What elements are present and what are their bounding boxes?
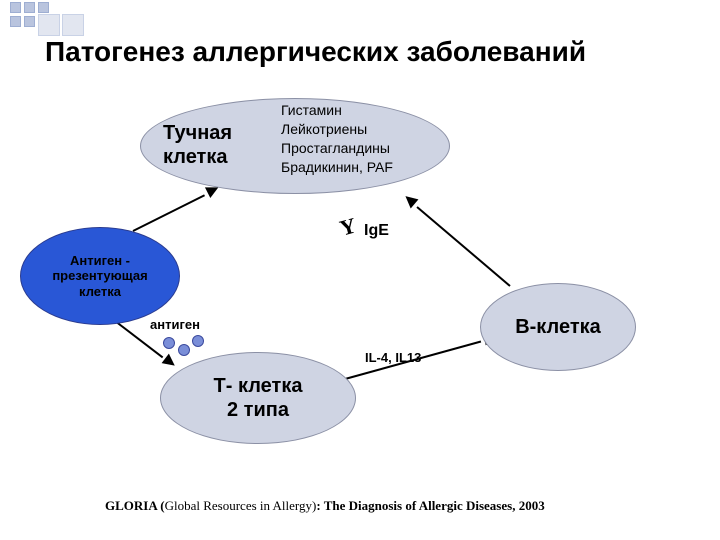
mediator-line: Простагландины	[281, 139, 393, 158]
node-apc: Антиген - презентующая клетка	[20, 227, 180, 325]
decor-sq	[38, 14, 60, 36]
decor-sq	[38, 2, 49, 13]
citation-bold-2: : The Diagnosis of Allergic Diseases, 20…	[316, 498, 544, 513]
ige-symbol: Y	[337, 212, 359, 241]
apc-label-3: клетка	[79, 284, 121, 300]
mediator-line: Брадикинин, PAF	[281, 158, 393, 177]
citation-bold-1: GLORIA (	[105, 498, 165, 513]
apc-label-2: презентующая	[52, 268, 147, 284]
mediator-line: Гистамин	[281, 101, 393, 120]
mast-label-1: Тучная	[163, 122, 232, 144]
citation-mid: Global Resources in Allergy)	[165, 498, 317, 513]
decor-sq	[24, 16, 35, 27]
arrow-head	[402, 192, 419, 209]
mediators-list: Гистамин Лейкотриены Простагландины Брад…	[281, 101, 393, 177]
bcell-label: В-клетка	[515, 315, 601, 339]
apc-label-1: Антиген -	[70, 253, 130, 269]
page-title: Патогенез аллергических заболеваний	[45, 36, 586, 68]
label-il: IL-4, IL13	[365, 350, 421, 365]
label-antigen: антиген	[150, 317, 200, 332]
citation: GLORIA (Global Resources in Allergy): Th…	[105, 498, 545, 514]
mediator-line: Лейкотриены	[281, 120, 393, 139]
decor-sq	[10, 16, 21, 27]
mast-label-2: клетка	[163, 146, 227, 168]
label-ige: IgE	[364, 222, 389, 240]
antigen-dot	[178, 344, 190, 356]
node-b-cell: В-клетка	[480, 283, 636, 371]
arrow-line	[417, 206, 511, 286]
decor-sq	[24, 2, 35, 13]
antigen-dot	[163, 337, 175, 349]
tcell-label-2: 2 типа	[227, 398, 289, 422]
tcell-label-1: Т- клетка	[214, 374, 303, 398]
decor-sq	[10, 2, 21, 13]
arrow-line	[133, 194, 205, 231]
arrow-head	[162, 354, 179, 371]
node-t-cell: Т- клетка 2 типа	[160, 352, 356, 444]
antigen-dot	[192, 335, 204, 347]
decor-sq	[62, 14, 84, 36]
